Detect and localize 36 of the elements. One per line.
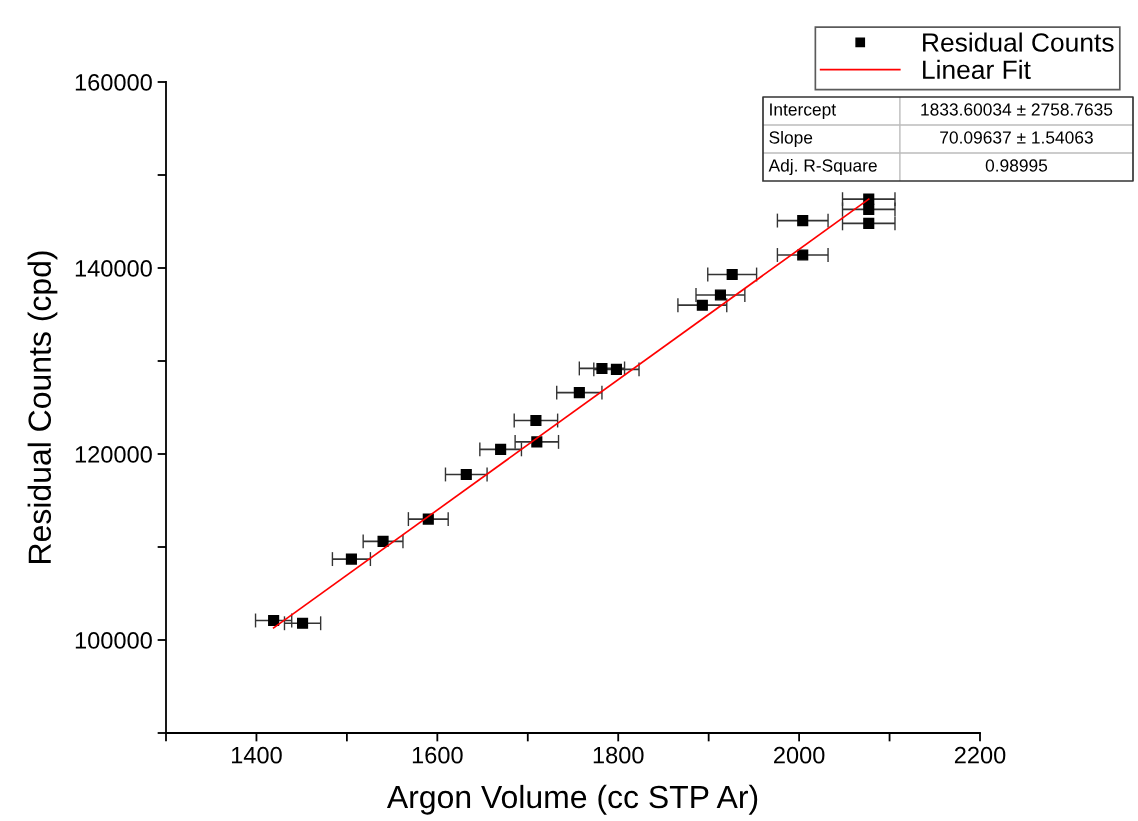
point xyxy=(268,614,280,627)
x-axis-title: Argon Volume (cc STP Ar) xyxy=(386,784,758,815)
x-tick-label: 2200 xyxy=(954,746,1006,764)
x-tick-label: 1400 xyxy=(231,746,282,764)
point xyxy=(714,289,726,301)
text: 0.98995 xyxy=(985,159,1048,172)
point xyxy=(573,387,585,399)
point xyxy=(797,249,809,261)
point xyxy=(345,553,357,565)
y-tick-label: 120000 xyxy=(75,446,152,463)
y-axis-title: Residual Counts (cpd) xyxy=(27,251,58,563)
legend-label: Residual Counts xyxy=(923,32,1114,52)
point xyxy=(863,203,875,215)
point xyxy=(377,535,389,547)
point xyxy=(530,414,542,427)
x-tick-label: 2000 xyxy=(774,746,825,764)
y-tick-label: 100000 xyxy=(75,632,152,649)
annotation: 1833.60034 ± 2758.7635 xyxy=(921,103,1113,116)
point xyxy=(460,468,472,481)
point xyxy=(726,268,738,281)
annotation: 70.09637 ± 1.54063 xyxy=(940,131,1093,144)
point xyxy=(610,363,622,375)
x-tick-label: 1600 xyxy=(412,746,463,764)
y-tick-label: 160000 xyxy=(75,74,152,91)
y-tick-label: 140000 xyxy=(75,260,152,277)
point xyxy=(495,443,507,455)
x-tick-label: 1800 xyxy=(593,746,644,764)
point xyxy=(297,617,309,629)
annotation: Adj. R-Square xyxy=(768,158,877,176)
point xyxy=(696,299,708,311)
legend-label: Linear Fit xyxy=(923,59,1031,80)
point xyxy=(797,215,809,227)
point xyxy=(596,362,608,374)
annotation: Intercept xyxy=(770,103,836,120)
annotation: Slope xyxy=(769,130,813,148)
point xyxy=(863,217,875,229)
